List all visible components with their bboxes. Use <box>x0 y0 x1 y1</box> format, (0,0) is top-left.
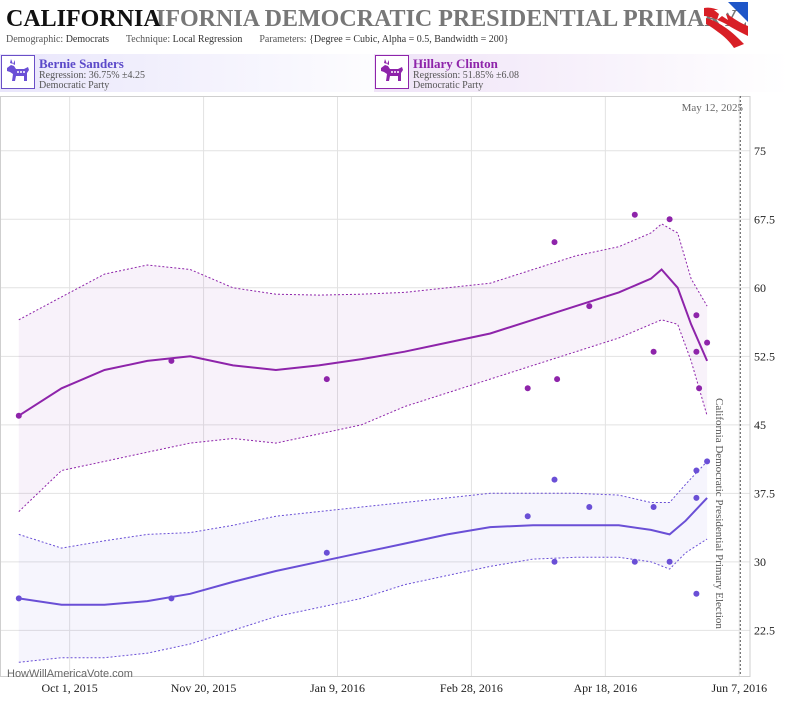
hillary-clinton-band-upper <box>18 223 708 321</box>
chart-grid <box>0 96 750 676</box>
hillary-clinton-poll-point <box>650 348 657 355</box>
technique-value: Local Regression <box>172 34 243 45</box>
candidate-name: Bernie Sanders <box>39 56 124 71</box>
x-tick-label: Apr 18, 2016 <box>574 681 638 695</box>
bernie-sanders-poll-point <box>693 467 700 474</box>
candidate-party: Democratic Party <box>39 80 110 91</box>
hillary-clinton-poll-point <box>551 239 558 246</box>
bernie-sanders-poll-point <box>551 476 558 483</box>
hillary-clinton-poll-point <box>524 385 531 392</box>
hillary-clinton-poll-point <box>168 357 175 364</box>
poll-points <box>15 211 711 602</box>
bernie-sanders-poll-point <box>666 558 673 565</box>
hillary-clinton-poll-point <box>693 312 700 319</box>
y-tick-label: 22.5 <box>754 623 775 637</box>
hillary-clinton-poll-point <box>704 339 711 346</box>
hillary-clinton-band-lower <box>18 319 708 512</box>
donkey-icon <box>375 55 409 89</box>
bernie-sanders-band-fill <box>18 461 708 663</box>
bernie-sanders-poll-point <box>650 504 657 510</box>
candidate-card-clinton: Hillary Clinton Regression: 51.85% ±6.08… <box>374 54 789 92</box>
election-label: California Democratic Presidential Prima… <box>713 398 725 629</box>
bernie-sanders-poll-point <box>323 549 330 556</box>
header: IFORNIA DEMOCRATIC PRESIDENTIAL PRIMARY … <box>0 0 789 50</box>
candidate-regression: Regression: 51.85% ±6.08 <box>413 70 520 81</box>
chart-parameters: Demographic: Democrats Technique: Local … <box>6 34 509 45</box>
candidate-regression: Regression: 36.75% ±4.25 <box>39 70 146 81</box>
y-tick-label: 60 <box>754 281 766 295</box>
candidate-name: Hillary Clinton <box>413 56 498 71</box>
bernie-sanders-poll-point <box>524 513 531 520</box>
trend-lines <box>18 268 709 606</box>
x-tick-label: Jan 9, 2016 <box>310 681 365 695</box>
page-title: CALIFORNIA <box>6 6 161 32</box>
bernie-sanders-poll-point <box>693 590 700 597</box>
x-tick-label: Nov 20, 2015 <box>171 681 237 695</box>
bernie-sanders-trend-line <box>18 497 708 606</box>
hillary-clinton-poll-point <box>696 385 703 392</box>
hillary-clinton-trend-line <box>18 268 709 417</box>
y-tick-label: 30 <box>754 555 766 569</box>
x-tick-label: Oct 1, 2015 <box>41 681 97 695</box>
plot-frame <box>0 96 751 677</box>
hillary-clinton-band-fill <box>18 223 708 512</box>
hillary-clinton-poll-point <box>15 412 22 419</box>
bernie-sanders-poll-point <box>586 504 593 510</box>
bernie-sanders-band-lower <box>18 538 708 663</box>
donkey-icon <box>1 55 35 89</box>
bernie-sanders-poll-point <box>15 595 22 602</box>
candidate-card-sanders: Bernie Sanders Regression: 36.75% ±4.25 … <box>0 54 420 92</box>
hillary-clinton-poll-point <box>554 376 561 383</box>
y-tick-label: 37.5 <box>754 486 775 500</box>
hillary-clinton-poll-point <box>666 216 673 223</box>
parameters-value: {Degree = Cubic, Alpha = 0.5, Bandwidth … <box>309 34 509 45</box>
parameters-label: Parameters: <box>259 34 307 45</box>
technique-label: Technique: <box>125 34 171 45</box>
bernie-sanders-poll-point <box>551 558 558 565</box>
bernie-sanders-poll-point <box>693 494 700 501</box>
poll-chart: Oct 1, 2015 Nov 20, 2015 Jan 9, 2016 Feb 28… <box>0 96 775 695</box>
bernie-sanders-poll-point <box>631 558 638 565</box>
y-tick-label: 67.5 <box>754 212 775 226</box>
hillary-clinton-poll-point <box>631 211 638 218</box>
y-tick-label: 45 <box>754 418 766 432</box>
x-tick-label: Feb 28, 2016 <box>440 681 503 695</box>
hillary-clinton-poll-point <box>586 303 593 310</box>
flag-logo-icon <box>704 2 748 48</box>
demographic-label: Demographic: <box>6 34 64 45</box>
title-scrolling-text: IFORNIA DEMOCRATIC PRESIDENTIAL PRIMARY … <box>156 6 746 32</box>
demographic-value: Democrats <box>65 34 110 45</box>
confidence-bands <box>18 223 708 663</box>
hillary-clinton-poll-point <box>693 348 700 355</box>
watermark: HowWillAmericaVote.com <box>7 668 133 680</box>
chart-axes: Oct 1, 2015 Nov 20, 2015 Jan 9, 2016 Feb 28… <box>0 96 775 695</box>
y-tick-label: 52.5 <box>754 349 775 363</box>
bernie-sanders-poll-point <box>704 458 711 465</box>
hillary-clinton-poll-point <box>323 376 330 383</box>
bernie-sanders-poll-point <box>168 595 175 602</box>
date-label: May 12, 2025 <box>682 102 744 114</box>
candidate-party: Democratic Party <box>413 80 484 91</box>
x-tick-label: Jun 7, 2016 <box>711 681 767 695</box>
y-tick-label: 75 <box>754 144 766 158</box>
